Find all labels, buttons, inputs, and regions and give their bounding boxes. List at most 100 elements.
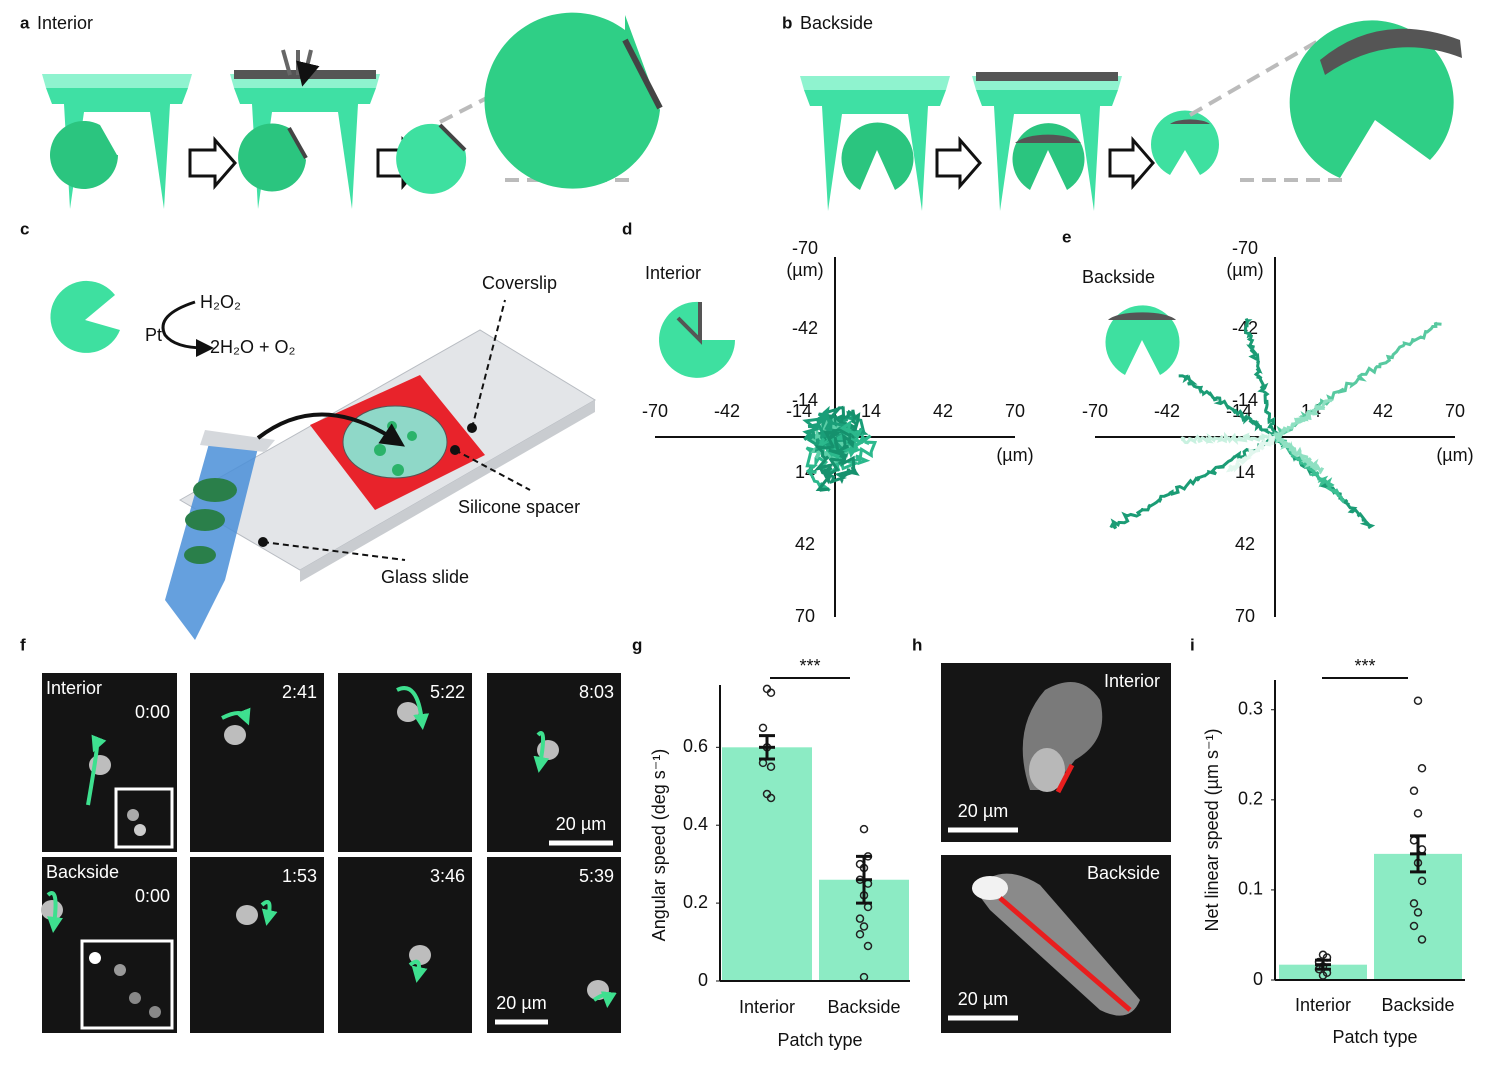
data-point (859, 824, 869, 834)
data-point (855, 930, 865, 939)
particle (114, 964, 126, 976)
x-tick-label: 70 (1445, 401, 1465, 421)
y-tick-label: -70 (792, 238, 818, 258)
particle (129, 992, 141, 1004)
trajectory (1180, 431, 1276, 445)
data-point (1417, 876, 1427, 886)
timestamp: 3:46 (430, 866, 465, 886)
trajectory (813, 428, 860, 492)
x-tick-label: Interior (1295, 995, 1351, 1015)
significance: *** (1354, 656, 1375, 676)
panel-title: Interior (37, 13, 93, 33)
data-point (766, 688, 776, 698)
data-point (1413, 809, 1423, 818)
bar (1374, 853, 1462, 980)
x-tick-label: 42 (1373, 401, 1393, 421)
data-point (1409, 899, 1419, 908)
y-tick-label: 0.3 (1238, 698, 1263, 718)
microscopy-frame (487, 857, 621, 1033)
y-tick-label: 0.2 (683, 892, 708, 912)
row-label: Backside (46, 862, 119, 882)
rotation-arrow (533, 731, 550, 773)
chart: g Interior Backside 0 0.2 0.4 0.6 Angular speed… (632, 635, 910, 1050)
inset (80, 939, 174, 1030)
panel-f: f 0:00 2:41 5:22 8:03 Interior 20 µm 0:00 1:53 3… (20, 635, 621, 1033)
particle (127, 809, 139, 821)
y-tick-label: -70 (1232, 238, 1258, 258)
x-tick-label: -14 (786, 401, 812, 421)
data-point (766, 762, 776, 772)
y-tick-label: 70 (795, 606, 815, 626)
y-tick-label: 0.2 (1238, 789, 1263, 809)
data-point (1413, 696, 1423, 705)
particle (149, 1006, 161, 1018)
trajectory (1270, 399, 1334, 439)
x-axis-label: (µm) (996, 445, 1033, 465)
particle (134, 824, 146, 836)
timestamp: 5:39 (579, 866, 614, 886)
x-tick-label: 70 (1005, 401, 1025, 421)
y-axis-label: (µm) (786, 260, 823, 280)
trajectory (1225, 432, 1276, 473)
chart: i Interior Backside 0 0.1 0.2 0.3 Net linear sp… (1190, 635, 1465, 1047)
y-tick-label: 70 (1235, 606, 1255, 626)
callout: Glass slide (381, 567, 469, 587)
x-tick-label: Backside (1381, 995, 1454, 1015)
callout: Coverslip (482, 273, 557, 293)
frame-label: Backside (1087, 863, 1160, 883)
microscopy-frame (487, 673, 621, 852)
data-point (855, 914, 865, 923)
trajectory (1109, 432, 1277, 530)
microscopy-frame (190, 857, 324, 1033)
data-point (1417, 935, 1427, 944)
inset (114, 787, 174, 849)
data-point (1417, 845, 1427, 854)
panel-label: i (1190, 635, 1195, 654)
trajectory (1243, 318, 1279, 438)
annotation: Interior (645, 263, 701, 283)
reactant: H₂O₂ (200, 292, 241, 312)
products: 2H₂O + O₂ (210, 337, 296, 357)
y-tick-label: 42 (795, 534, 815, 554)
panel-label: g (632, 635, 642, 654)
y-axis-label: (µm) (1226, 260, 1263, 280)
x-axis-label: Patch type (1332, 1027, 1417, 1047)
panel-h: h Interior 20 µm Backside 20 µm (912, 635, 1171, 1033)
timestamp: 1:53 (282, 866, 317, 886)
panel-label: a (20, 13, 30, 32)
x-tick-label: -70 (642, 401, 668, 421)
timestamp: 0:00 (135, 702, 170, 722)
y-tick-label: 42 (1235, 534, 1255, 554)
y-axis-label: Angular speed (deg s⁻¹) (649, 749, 669, 942)
panel-a: a Interior (20, 12, 663, 209)
data-point (859, 922, 869, 931)
data-point (1417, 764, 1427, 773)
scale-label: 20 µm (556, 814, 606, 834)
callout: Silicone spacer (458, 497, 580, 517)
significance: *** (799, 656, 820, 676)
particle-icon (1105, 305, 1180, 375)
x-tick-label: Backside (827, 997, 900, 1017)
arrow (188, 135, 237, 191)
panel-label: b (782, 13, 792, 32)
microscopy-frame (338, 857, 472, 1033)
particle (41, 900, 63, 920)
trajectory (1178, 374, 1277, 443)
rotation-arrow (260, 900, 278, 926)
particle (89, 952, 101, 964)
data-point (1409, 836, 1419, 845)
x-axis-label: (µm) (1436, 445, 1473, 465)
y-tick-label: 0 (698, 970, 708, 990)
scale-label: 20 µm (958, 989, 1008, 1009)
y-tick-label: 0.1 (1238, 879, 1263, 899)
x-tick-label: Interior (739, 997, 795, 1017)
x-tick-label: 14 (861, 401, 881, 421)
panel-b: b Backside (782, 13, 1462, 211)
y-tick-label: 0 (1253, 969, 1263, 989)
y-axis-label: Net linear speed (µm s⁻¹) (1202, 729, 1222, 932)
panel-label: f (20, 635, 26, 654)
scale-label: 20 µm (958, 801, 1008, 821)
rotation-arrow (221, 707, 251, 726)
